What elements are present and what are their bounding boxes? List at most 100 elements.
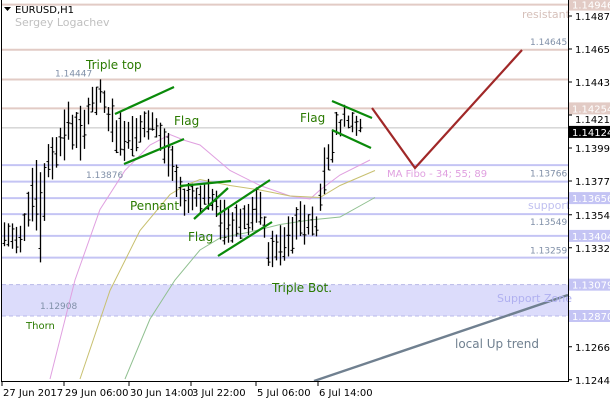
price-bar: [186, 182, 191, 213]
price-bar: [26, 191, 31, 227]
price-bar: [126, 121, 131, 149]
triple-top-label: Triple top: [85, 58, 142, 72]
price-tick-label: 1.12445: [575, 376, 610, 387]
collapse-triangle-icon[interactable]: [4, 7, 11, 11]
price-bar: [286, 216, 291, 257]
price-bar: [34, 160, 39, 231]
price-bar: [18, 225, 23, 253]
price-bar: [230, 212, 235, 243]
price-bar: [70, 114, 75, 150]
price-bar: [66, 101, 71, 140]
price-bar: [298, 201, 303, 237]
flag-line-lower-1: [123, 137, 185, 166]
price-bar: [14, 226, 19, 254]
price-bar: [150, 112, 155, 131]
price-bar: [2, 222, 7, 247]
price-box-label: 1.13404: [569, 229, 610, 243]
price-bar: [358, 118, 363, 133]
price-bar: [214, 190, 219, 218]
ma-fibo-label: MA Fibo - 34; 55; 89: [387, 169, 487, 180]
flag-line-upper-2: [216, 179, 271, 216]
price-bar: [6, 223, 11, 247]
price-bar: [194, 187, 199, 207]
price-bar: [322, 147, 327, 195]
price-tick-label: 1.14210: [575, 115, 610, 126]
price-bar: [314, 216, 319, 237]
price-tick-label: 1.13545: [575, 211, 610, 222]
price-bar: [114, 120, 119, 154]
svg-text:1.12870: 1.12870: [572, 312, 610, 323]
price-bar: [310, 206, 315, 236]
price-box-label: 1.14946: [569, 0, 610, 12]
support-zone: [2, 284, 568, 317]
price-tick-label: 1.13325: [575, 244, 610, 255]
svg-text:1.14946: 1.14946: [572, 1, 610, 12]
price-bar: [134, 118, 139, 152]
price-bar: [330, 129, 335, 163]
flag-line-upper-3: [331, 99, 373, 120]
price-tick-label: 1.14870: [575, 12, 610, 23]
flag-line-upper-1: [114, 85, 175, 116]
price-bar: [198, 185, 203, 214]
price-bar: [210, 188, 215, 211]
svg-text:1.13404: 1.13404: [572, 232, 610, 243]
svg-text:1.14254: 1.14254: [572, 104, 610, 115]
svg-text:1.13079: 1.13079: [572, 281, 610, 292]
price-bar: [138, 115, 143, 143]
support-zone-label: Support Zone: [497, 292, 572, 305]
price-box-label: 1.14124: [569, 125, 610, 139]
price-bar: [238, 208, 243, 240]
svg-text:1.13656: 1.13656: [572, 194, 610, 205]
resistant-label: resistant: [522, 8, 571, 21]
price-bar: [266, 242, 271, 266]
moving-average-line: [49, 133, 371, 380]
price-bar: [278, 225, 283, 266]
price-bar: [86, 97, 91, 125]
support-zone-fill: [2, 284, 568, 316]
price-bar: [350, 112, 355, 133]
price-bar: [78, 105, 83, 161]
price-bar: [294, 207, 299, 240]
price-box-label: 1.14254: [569, 102, 610, 115]
price-bar: [74, 112, 79, 149]
price-bar: [274, 234, 279, 261]
flag-label-2: Flag: [188, 230, 213, 244]
svg-text:1.14124: 1.14124: [572, 128, 610, 139]
price-box-label: 1.13656: [569, 192, 610, 205]
price-bar: [94, 86, 99, 116]
price-bar: [166, 132, 171, 177]
price-bars: [2, 79, 363, 268]
price-bar: [202, 184, 207, 205]
price-box-label: 1.13079: [569, 278, 610, 292]
time-tick-label: 3 Jul 22:00: [192, 388, 246, 399]
price-bar: [38, 172, 43, 263]
price-bar: [10, 223, 15, 249]
price-bar: [146, 110, 151, 140]
price-bar: [270, 230, 275, 268]
price-bar: [154, 118, 159, 138]
price-bar: [22, 213, 27, 242]
price-bar: [190, 183, 195, 211]
price-axis-boxed-labels: 1.14946 1.14254 1.13656 1.13404 1.13079 1.128…: [569, 0, 610, 323]
price-bar: [50, 137, 55, 180]
author-name: Sergey Logachev: [15, 16, 110, 29]
flag-line-lower-2: [217, 221, 273, 257]
thorn-label: Thorn: [25, 321, 55, 332]
price-bar: [82, 109, 87, 149]
pennant-label: Pennant: [130, 199, 179, 213]
symbol-title: EURUSD,H1: [15, 5, 74, 16]
level-value-label: 1.13259: [530, 247, 567, 257]
flag-label-3: Flag: [300, 111, 325, 125]
price-bar: [42, 163, 47, 221]
price-bar: [246, 203, 251, 235]
level-lines: [2, 3, 568, 259]
uptrend-label: local Up trend: [455, 337, 539, 351]
moving-average-line: [124, 197, 376, 380]
price-tick-label: 1.13990: [575, 144, 610, 155]
time-axis: 27 Jun 2017 29 Jun 06:00 30 Jun 14:003 Jul…: [1, 381, 373, 399]
projection-line: [371, 49, 523, 170]
price-bar: [110, 98, 115, 143]
price-bar: [346, 115, 351, 129]
price-bar: [222, 199, 227, 245]
price-bar: [158, 122, 163, 151]
